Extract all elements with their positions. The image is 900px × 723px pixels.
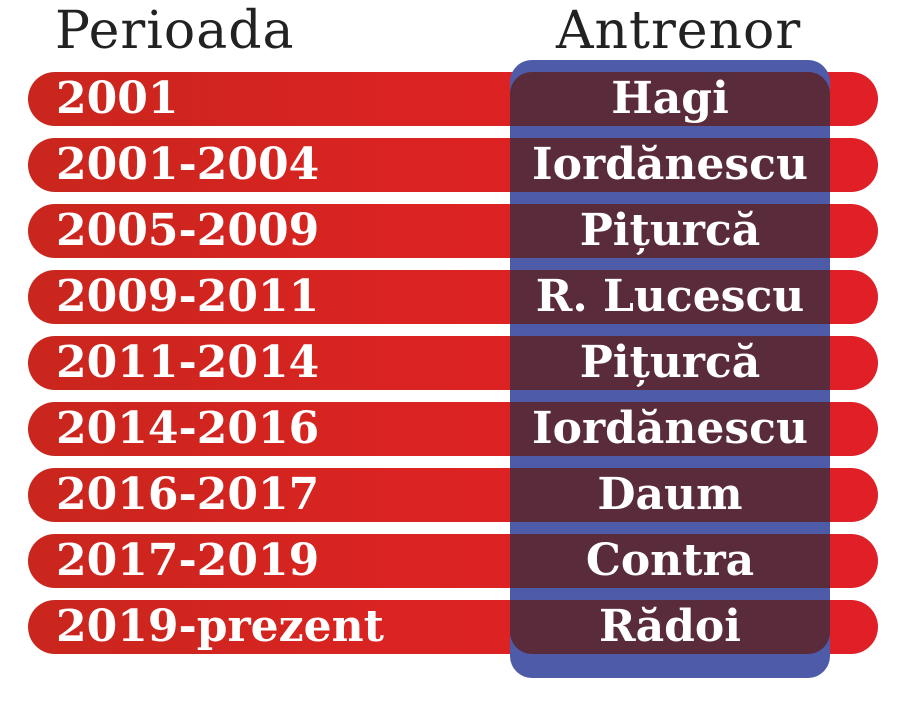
period-cell: 2005-2009 [56,205,320,256]
coach-name: Contra [585,535,755,586]
period-column-header: Perioada [55,1,295,61]
coach-name: Rădoi [599,601,741,652]
coach-cell [510,600,830,654]
coach-name: Pițurcă [579,205,761,256]
period-cell: 2011-2014 [56,337,320,388]
coach-cell [510,138,830,192]
coach-name: R. Lucescu [535,271,805,322]
coach-cell [510,204,830,258]
period-cell: 2017-2019 [56,535,320,586]
coach-cell [510,336,830,390]
coach-name: Iordănescu [532,139,808,190]
coach-name: Iordănescu [532,403,808,454]
period-cell: 2001 [56,73,179,124]
coach-column-header: Antrenor [556,1,802,61]
coach-cell [510,72,830,126]
period-cell: 2009-2011 [56,271,320,322]
coach-cell [510,468,830,522]
period-cell: 2001-2004 [56,139,320,190]
coach-cell [510,534,830,588]
coach-name: Daum [597,469,743,520]
coach-name: Hagi [611,73,729,124]
period-cell: 2016-2017 [56,469,320,520]
period-cell: 2014-2016 [56,403,320,454]
coach-cell [510,270,830,324]
period-cell: 2019-prezent [56,601,384,652]
coach-name: Pițurcă [579,337,761,388]
coach-cell [510,402,830,456]
